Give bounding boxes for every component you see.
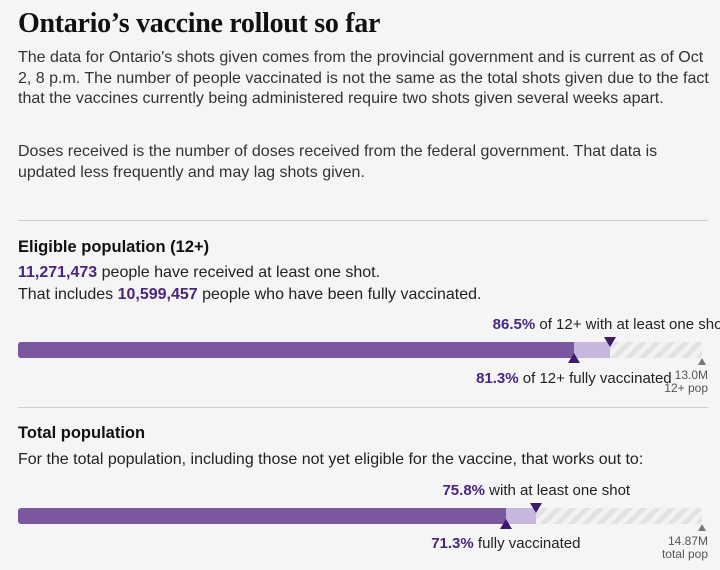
eligible-one-shot-pct: 86.5% xyxy=(492,316,536,333)
total-one-shot-pct: 75.8% xyxy=(442,482,486,499)
eligible-fully-count: 10,599,457 xyxy=(117,286,198,303)
eligible-pop-value: 13.0M xyxy=(674,368,708,382)
intro-paragraph-2: Doses received is the number of doses re… xyxy=(18,143,658,181)
total-one-shot-desc: with at least one shot xyxy=(485,482,631,499)
total-pop-marker xyxy=(698,524,706,531)
total-heading: Total population xyxy=(18,424,146,442)
eligible-one-shot-marker xyxy=(603,337,616,347)
eligible-fully-pct: 81.3% xyxy=(476,370,519,387)
total-one-shot-label: 75.8% with at least one shot xyxy=(442,482,630,499)
total-pop-caption: total pop xyxy=(661,546,708,561)
total-pop-value: 14.87M xyxy=(667,534,708,548)
total-one-shot-marker xyxy=(530,503,543,513)
page-title: Ontario’s vaccine rollout so far xyxy=(18,8,381,39)
total-progress-bar xyxy=(18,508,702,524)
section-divider xyxy=(18,220,708,221)
total-fully-desc: fully vaccinated xyxy=(473,535,581,552)
eligible-fully-desc: of 12+ fully vaccinated xyxy=(518,370,672,387)
total-intro-line: For the total population, including thos… xyxy=(18,451,644,468)
total-pop-label: 14.87M total pop xyxy=(662,535,708,560)
eligible-one-shot-count: 11,271,473 xyxy=(18,264,98,281)
eligible-fully-segment xyxy=(18,342,575,358)
eligible-one-shot-line: 11,271,473 people have received at least… xyxy=(18,264,380,282)
eligible-fully-text: people who have been fully vaccinated. xyxy=(197,286,482,303)
total-fully-segment xyxy=(18,508,506,524)
eligible-fully-line: That includes 10,599,457 people who have… xyxy=(18,286,481,304)
eligible-pop-label: 13.0M 12+ pop xyxy=(664,369,708,394)
eligible-fully-label: 81.3% of 12+ fully vaccinated xyxy=(476,370,672,387)
total-fully-marker xyxy=(499,519,512,529)
intro-paragraph-1: The data for Ontario's shots given comes… xyxy=(18,49,709,107)
eligible-fully-pre: That includes xyxy=(18,286,118,303)
eligible-heading: Eligible population (12+) xyxy=(18,238,210,256)
eligible-pop-caption: 12+ pop xyxy=(664,380,708,395)
eligible-one-shot-text: people have received at least one shot. xyxy=(97,264,381,281)
total-fully-label: 71.3% fully vaccinated xyxy=(431,535,580,552)
section-divider xyxy=(18,407,708,408)
eligible-pop-marker xyxy=(698,358,706,365)
eligible-one-shot-label: 86.5% of 12+ with at least one shot xyxy=(493,316,720,333)
eligible-progress-bar xyxy=(18,342,702,358)
eligible-fully-marker xyxy=(568,353,581,363)
total-fully-pct: 71.3% xyxy=(431,535,474,552)
eligible-one-shot-desc: of 12+ with at least one shot xyxy=(535,316,720,333)
